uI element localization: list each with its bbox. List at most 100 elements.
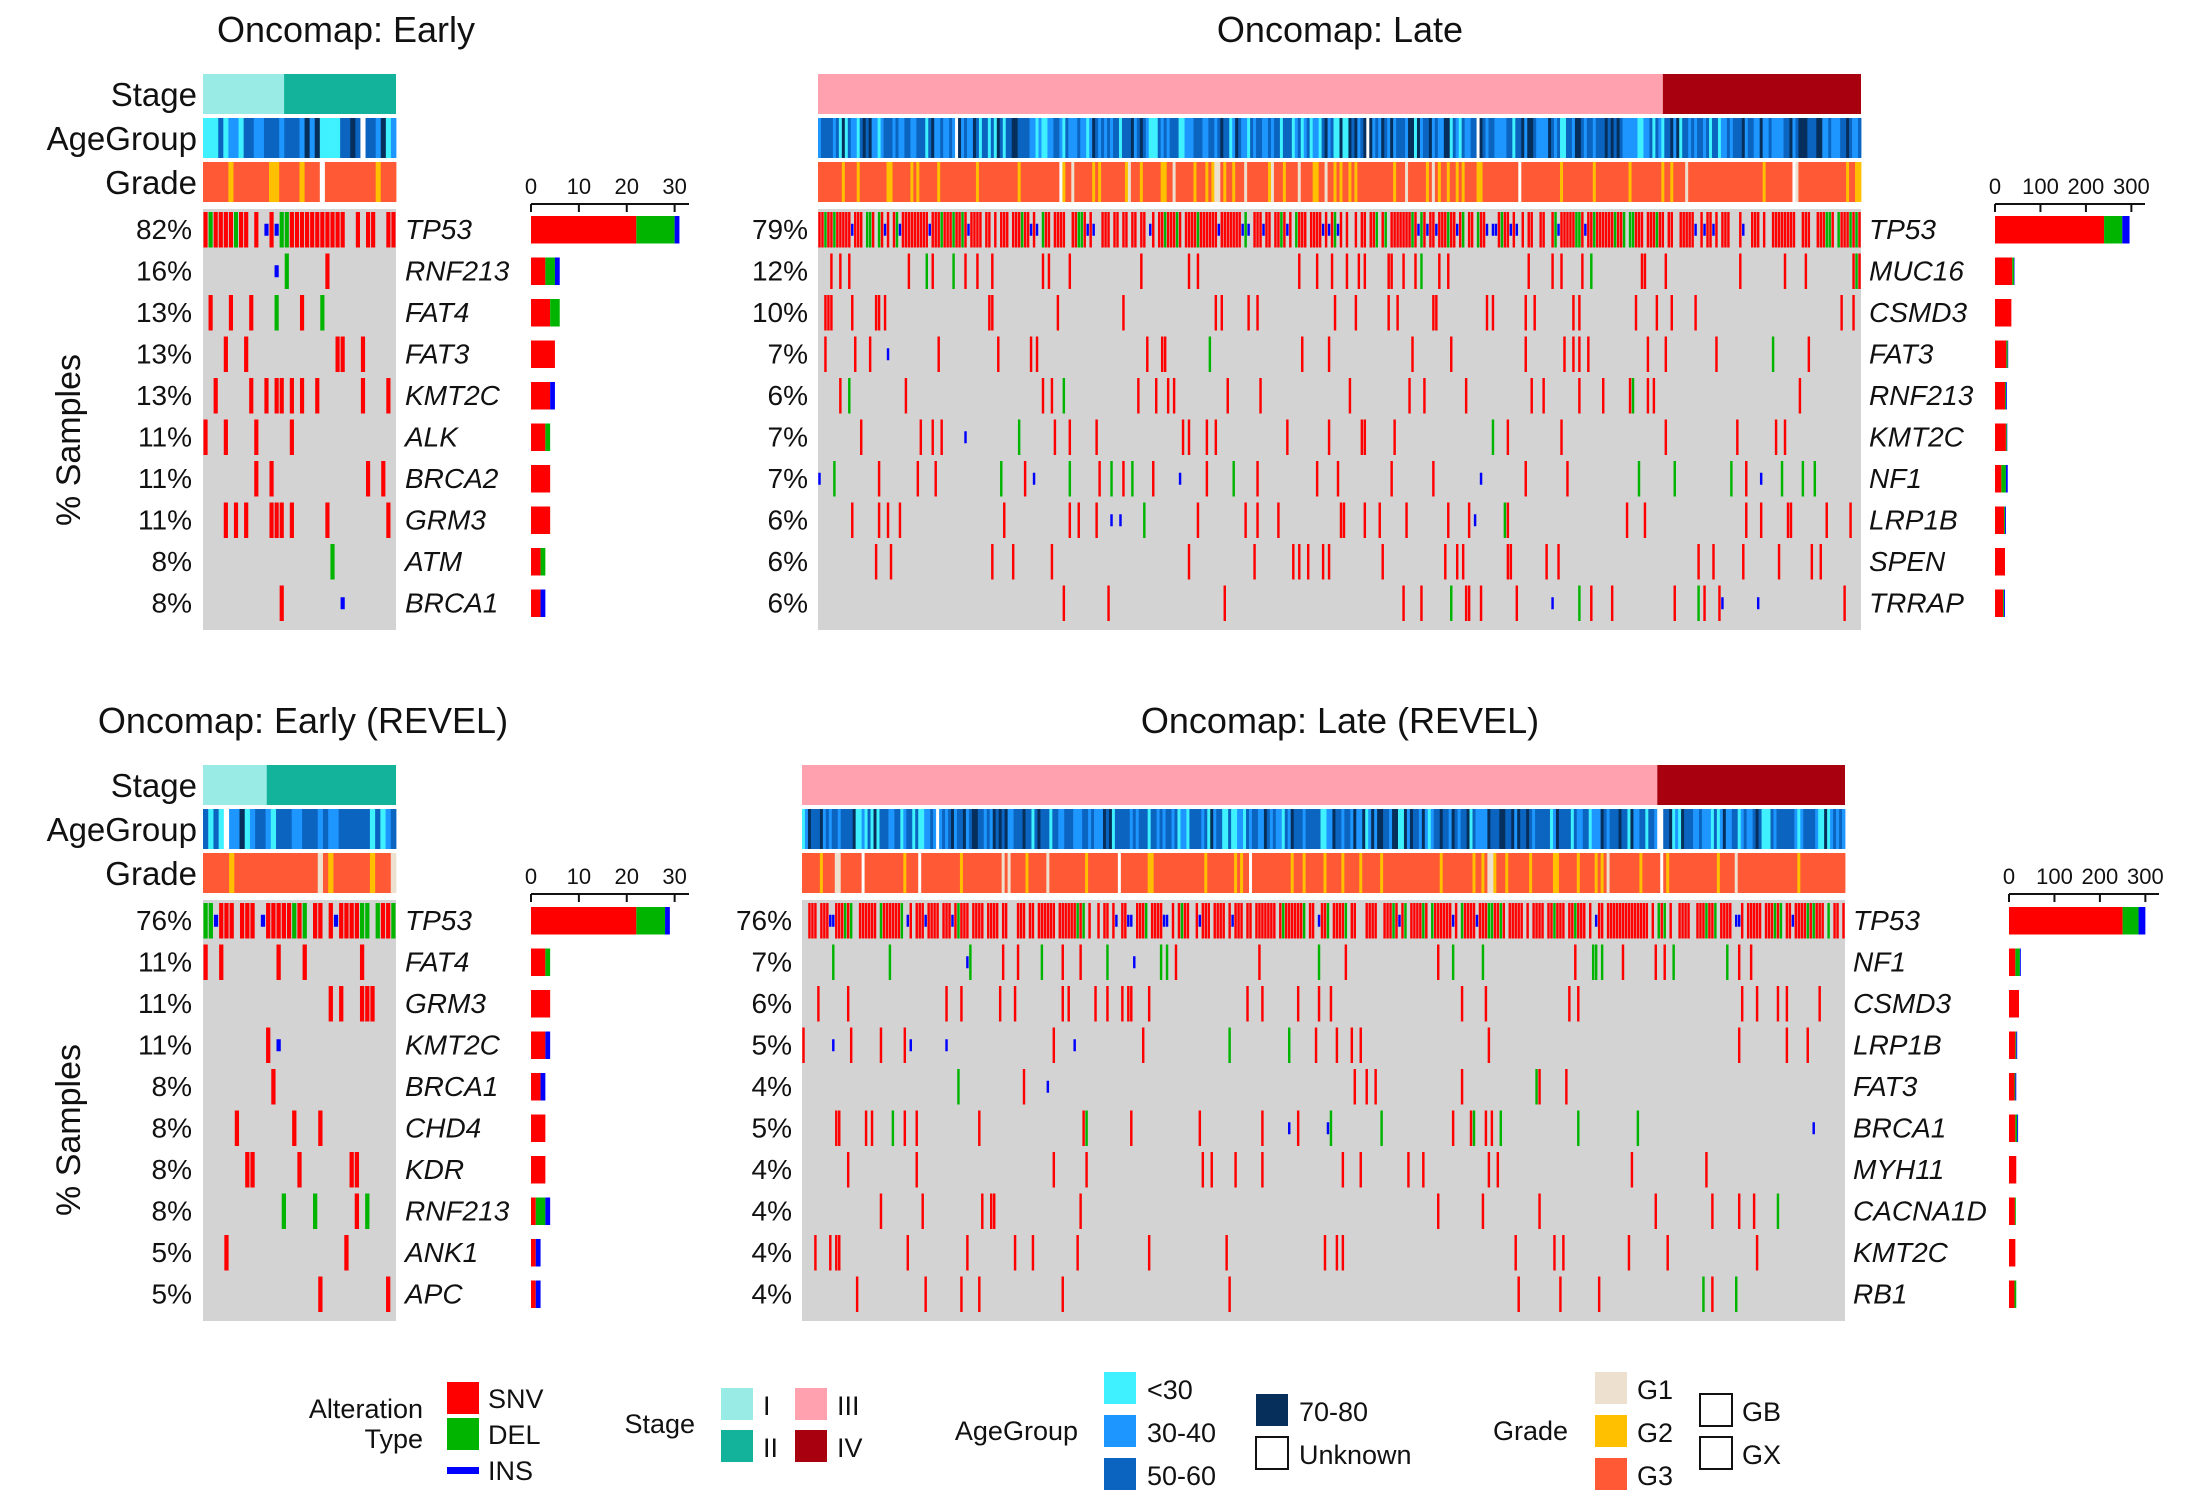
grade-track-cell [945, 853, 949, 893]
del-mark [1085, 1110, 1088, 1146]
grade-track-cell [312, 853, 319, 893]
grade-track-cell [1539, 162, 1543, 202]
bar-segment-ins [540, 589, 546, 617]
bar-segment-del [2005, 382, 2006, 410]
grade-track-cell [1698, 853, 1703, 893]
percent-label: 5% [752, 1030, 792, 1061]
age-track-cell [1297, 118, 1302, 158]
snv-mark [903, 1110, 907, 1146]
grade-track-cell [1223, 162, 1227, 202]
age-track-cell [1114, 809, 1119, 849]
age-track-cell [844, 118, 849, 158]
grade-track-cell [1186, 853, 1190, 893]
age-track-cell [989, 809, 994, 849]
grade-track-cell [274, 162, 280, 202]
snv-mark [1557, 544, 1560, 580]
snv-mark [1503, 212, 1507, 248]
grade-track-cell [1232, 162, 1236, 202]
bar-segment-snv [531, 1073, 541, 1101]
age-track-cell [1816, 118, 1820, 158]
grade-track-cell [834, 853, 839, 893]
ins-mark [1551, 597, 1554, 610]
snv-mark [1344, 944, 1348, 980]
snv-mark [1517, 903, 1520, 939]
snv-mark [1014, 212, 1018, 248]
age-track-cell [901, 118, 905, 158]
snv-mark [1077, 502, 1080, 538]
track-label: Stage [111, 76, 197, 113]
grade-track-cell [238, 162, 245, 202]
age-track-cell [203, 118, 209, 158]
age-track-cell [1446, 118, 1451, 158]
snv-mark [1390, 253, 1393, 289]
grade-track-cell [1269, 853, 1274, 893]
grade-track-cell [1178, 162, 1182, 202]
snv-mark [921, 903, 924, 939]
snv-mark [851, 502, 854, 538]
grade-track-cell [294, 162, 300, 202]
age-track-cell [1613, 118, 1618, 158]
age-track-cell [1679, 118, 1683, 158]
grade-track-cell [1770, 853, 1774, 893]
ins-mark [1149, 223, 1152, 236]
grade-track-cell [1600, 853, 1605, 893]
snv-mark [1402, 585, 1405, 621]
grade-track-cell [1440, 162, 1445, 202]
age-track-cell [1220, 118, 1224, 158]
snv-mark [1700, 212, 1703, 248]
del-mark [1208, 336, 1212, 372]
snv-mark [1684, 903, 1687, 939]
ins-mark [1029, 223, 1033, 236]
grade-track-cell [1637, 162, 1641, 202]
snv-mark [1568, 903, 1571, 939]
snv-mark [1794, 903, 1798, 939]
age-track-cell [1359, 809, 1363, 849]
snv-mark [1484, 986, 1488, 1022]
ins-mark [1288, 1122, 1291, 1135]
age-track-cell [1439, 809, 1444, 849]
age-track-cell [1544, 809, 1548, 849]
snv-mark [1464, 378, 1468, 414]
snv-mark [245, 903, 250, 939]
snv-mark [1139, 903, 1142, 939]
snv-mark [1220, 295, 1224, 331]
grade-track-cell [1110, 162, 1114, 202]
age-track-cell [234, 809, 240, 849]
grade-track-cell [1052, 853, 1056, 893]
snv-mark [1625, 502, 1629, 538]
age-track-cell [1524, 118, 1528, 158]
snv-mark [1563, 336, 1566, 372]
snv-mark [897, 903, 901, 939]
age-track-cell [1395, 809, 1399, 849]
age-track-cell [1568, 118, 1573, 158]
grade-track-cell [1493, 853, 1497, 893]
snv-mark [975, 903, 978, 939]
snv-mark [836, 212, 839, 248]
snv-mark [1103, 903, 1106, 939]
gene-label: TP53 [1853, 905, 1920, 936]
grade-track-cell [1619, 162, 1623, 202]
snv-mark [954, 903, 957, 939]
snv-mark [339, 903, 344, 939]
age-track-cell [1574, 118, 1579, 158]
snv-mark [254, 212, 259, 248]
age-track-cell [291, 809, 298, 849]
grade-track-cell [1564, 853, 1569, 893]
snv-mark [978, 903, 981, 939]
age-track-cell [1035, 118, 1039, 158]
stage-track-segment-low [203, 74, 285, 114]
grade-track-cell [1558, 853, 1563, 893]
bar-axis-tick-label: 300 [2113, 174, 2150, 199]
grade-track-cell [1437, 162, 1442, 202]
grade-track-cell [1180, 853, 1184, 893]
grade-track-cell [1512, 162, 1516, 202]
ins-mark [1326, 1122, 1330, 1135]
del-mark [1730, 461, 1733, 497]
grade-track-cell [1433, 853, 1438, 893]
snv-mark [1121, 986, 1124, 1022]
snv-mark [1666, 1235, 1669, 1271]
snv-mark [1687, 903, 1690, 939]
grade-track-cell [213, 853, 220, 893]
age-track-cell [1386, 809, 1390, 849]
age-track-cell [1703, 118, 1707, 158]
